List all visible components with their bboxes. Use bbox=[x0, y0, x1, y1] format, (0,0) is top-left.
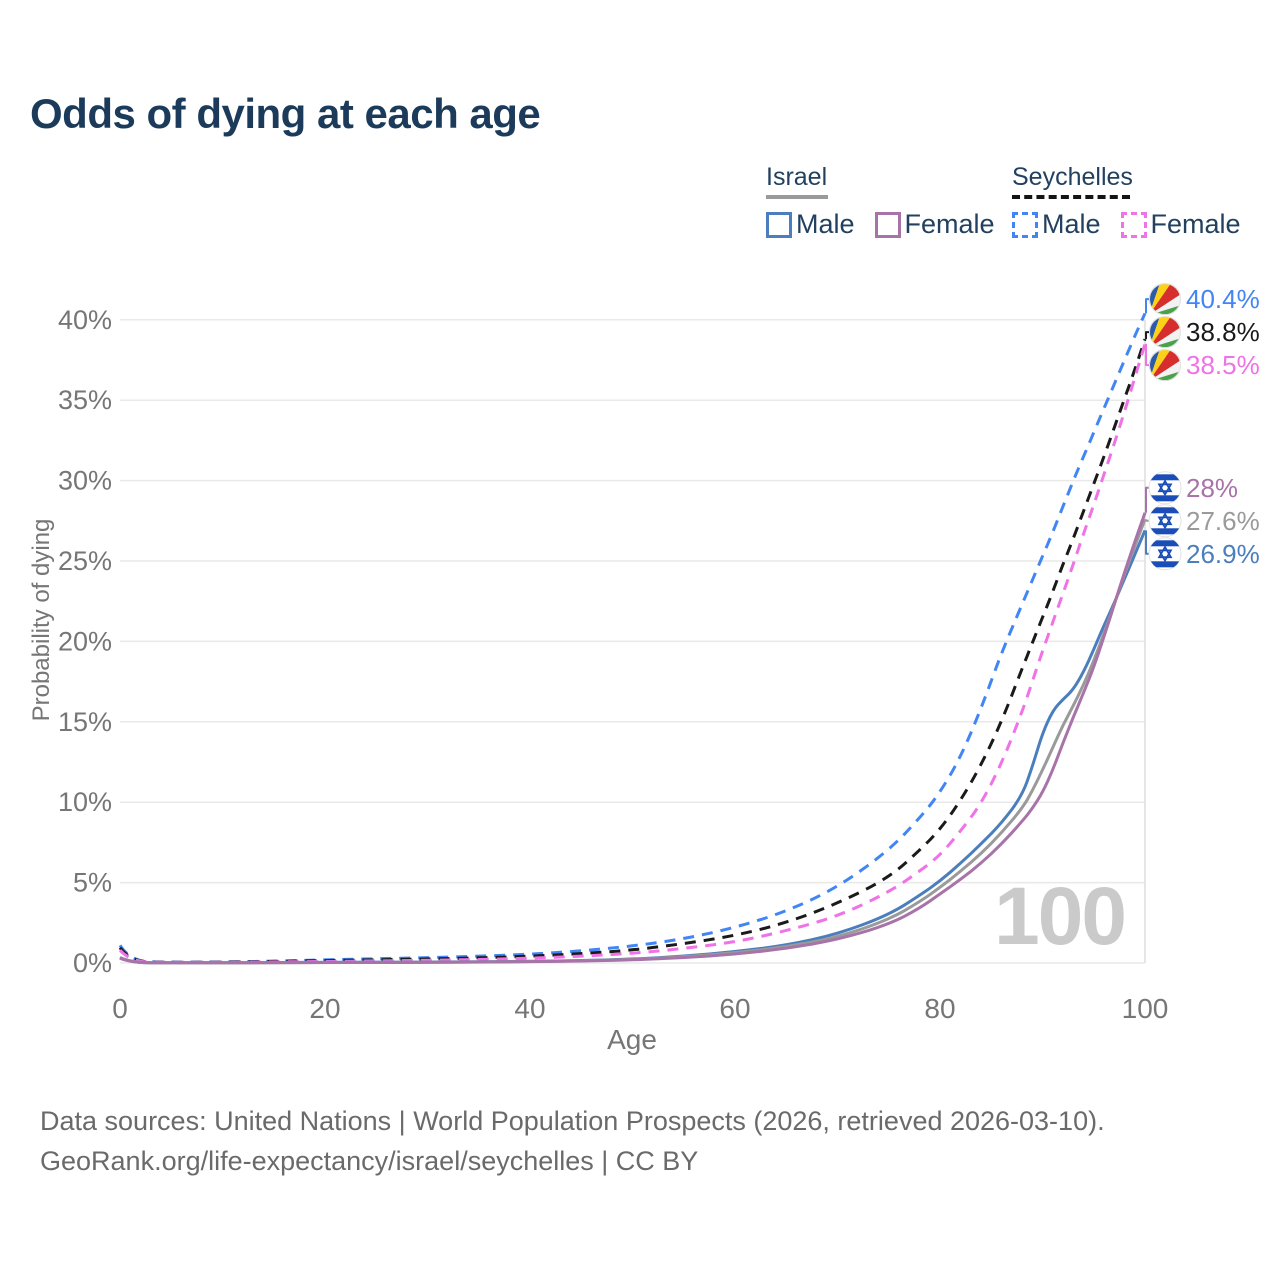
flag-israel-female bbox=[1148, 471, 1182, 505]
y-tick-0%: 0% bbox=[73, 948, 112, 978]
y-tick-5%: 5% bbox=[73, 868, 112, 898]
leader-seychelles-male bbox=[1145, 298, 1149, 314]
legend-row-israel: Male Female bbox=[766, 209, 1015, 240]
y-tick-15%: 15% bbox=[58, 707, 112, 737]
attribution-link-text[interactable]: GeoRank.org/life-expectancy/israel/seych… bbox=[40, 1146, 699, 1176]
x-tick-0: 0 bbox=[112, 993, 128, 1024]
x-tick-40: 40 bbox=[514, 993, 545, 1024]
flag-seychelles-both bbox=[1149, 316, 1181, 349]
legend-item-seychelles-male[interactable]: Male bbox=[1012, 209, 1101, 240]
leader-israel-male bbox=[1145, 530, 1149, 555]
end-label-seychelles-male: 40.4% bbox=[1186, 284, 1260, 314]
legend-item-israel-female[interactable]: Female bbox=[874, 209, 995, 240]
legend-label-israel-male: Male bbox=[796, 209, 855, 239]
legend-row-seychelles: Male Female bbox=[1012, 209, 1261, 240]
israel-male-swatch-icon[interactable] bbox=[766, 211, 792, 238]
x-tick-60: 60 bbox=[719, 993, 750, 1024]
flag-seychelles-male bbox=[1149, 283, 1181, 316]
line-seychelles-male bbox=[118, 312, 1147, 964]
legend-item-seychelles-female[interactable]: Female bbox=[1120, 209, 1241, 240]
line-seychelles-female bbox=[118, 343, 1147, 964]
y-tick-10%: 10% bbox=[58, 787, 112, 817]
legend-country-seychelles: Seychelles bbox=[1012, 163, 1133, 191]
israel-flag-icon bbox=[1149, 507, 1181, 535]
legend-group-israel: Israel Male Female bbox=[766, 163, 1015, 240]
x-tick-20: 20 bbox=[309, 993, 340, 1024]
seychelles-flag-icon bbox=[1149, 349, 1181, 382]
legend-country-israel: Israel bbox=[766, 163, 828, 191]
legend-item-israel-male[interactable]: Male bbox=[766, 209, 855, 240]
age-cursor-watermark: 100 bbox=[994, 871, 1127, 962]
line-seychelles-both bbox=[118, 338, 1147, 964]
leader-israel-female bbox=[1145, 486, 1149, 513]
end-label-israel-both: 27.6% bbox=[1186, 506, 1260, 536]
israel-flag-icon bbox=[1149, 474, 1181, 502]
israel-female-swatch-icon[interactable] bbox=[874, 211, 901, 238]
legend-label-seychelles-female: Female bbox=[1150, 209, 1241, 239]
end-label-israel-male: 26.9% bbox=[1186, 539, 1260, 569]
israel-solid-line-sample bbox=[766, 195, 828, 199]
y-tick-25%: 25% bbox=[58, 546, 112, 576]
seychelles-male-swatch-icon[interactable] bbox=[1012, 211, 1038, 238]
israel-flag-icon bbox=[1149, 540, 1181, 568]
x-tick-80: 80 bbox=[924, 993, 955, 1024]
leader-seychelles-both bbox=[1145, 331, 1149, 340]
flag-israel-both bbox=[1148, 504, 1182, 538]
legend-label-israel-female: Female bbox=[904, 209, 995, 239]
data-sources-text: Data sources: United Nations | World Pop… bbox=[40, 1106, 1105, 1136]
seychelles-dashed-line-sample bbox=[1012, 195, 1130, 199]
seychelles-female-swatch-icon[interactable] bbox=[1120, 211, 1147, 238]
page-title: Odds of dying at each age bbox=[30, 90, 541, 137]
leader-seychelles-female bbox=[1145, 343, 1149, 367]
legend-group-seychelles: Seychelles Male Female bbox=[1012, 163, 1261, 240]
x-tick-100: 100 bbox=[1122, 993, 1169, 1024]
y-tick-40%: 40% bbox=[58, 305, 112, 335]
line-israel-female bbox=[119, 512, 1147, 965]
flag-israel-male bbox=[1148, 537, 1182, 571]
end-label-israel-female: 28% bbox=[1186, 473, 1238, 503]
end-label-seychelles-female: 38.5% bbox=[1186, 350, 1260, 380]
x-axis-title: Age bbox=[607, 1024, 657, 1055]
flag-seychelles-female bbox=[1149, 349, 1181, 382]
end-label-seychelles-both: 38.8% bbox=[1186, 317, 1260, 347]
y-tick-35%: 35% bbox=[58, 385, 112, 415]
y-tick-30%: 30% bbox=[58, 466, 112, 496]
y-tick-20%: 20% bbox=[58, 626, 112, 656]
legend-label-seychelles-male: Male bbox=[1042, 209, 1101, 239]
leader-israel-both bbox=[1145, 519, 1149, 522]
